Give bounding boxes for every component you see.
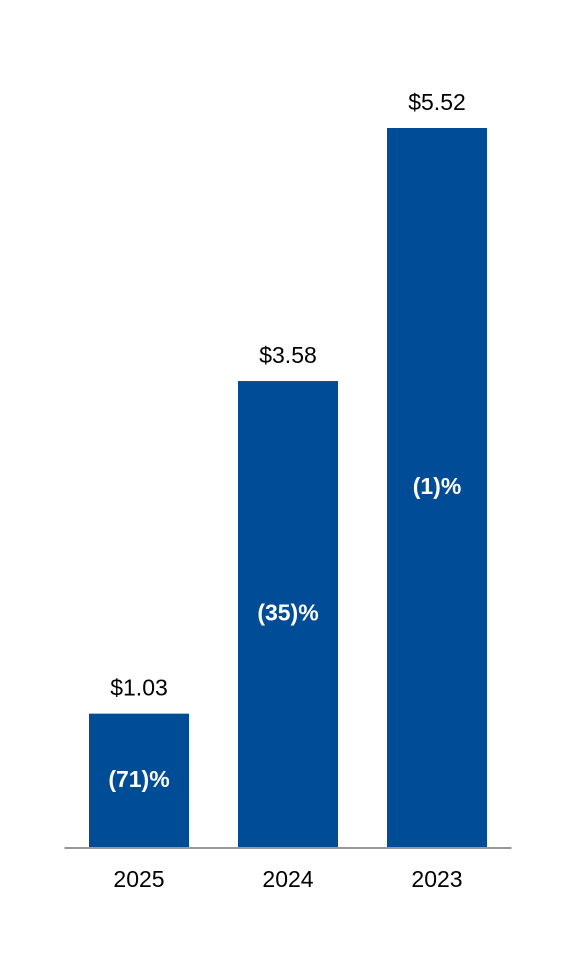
value-label: $5.52 bbox=[408, 89, 466, 115]
bar bbox=[387, 128, 487, 848]
value-label: $3.58 bbox=[259, 342, 317, 368]
change-label: (35)% bbox=[257, 600, 318, 626]
bar bbox=[238, 381, 338, 848]
value-label: $1.03 bbox=[110, 675, 168, 701]
x-tick-label: 2024 bbox=[262, 866, 313, 892]
bar bbox=[89, 713, 189, 848]
change-label: (1)% bbox=[413, 473, 462, 499]
x-tick-label: 2023 bbox=[411, 866, 462, 892]
x-tick-label: 2025 bbox=[113, 866, 164, 892]
change-label: (71)% bbox=[108, 766, 169, 792]
